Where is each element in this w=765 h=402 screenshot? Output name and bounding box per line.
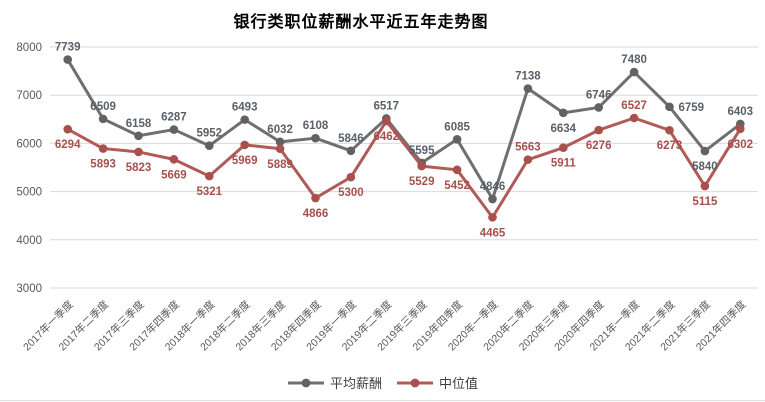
data-label-median-salary: 5823 xyxy=(126,162,152,174)
data-point-average-salary xyxy=(134,131,143,141)
data-point-average-salary xyxy=(98,114,108,124)
data-label-median-salary: 4866 xyxy=(303,208,329,220)
legend-marker-line-dot-icon xyxy=(397,378,433,387)
data-point-median-salary xyxy=(452,165,462,175)
data-label-average-salary: 6634 xyxy=(551,123,577,135)
data-label-average-salary: 5595 xyxy=(409,145,435,157)
data-label-average-salary: 6085 xyxy=(444,121,470,133)
data-point-average-salary xyxy=(452,135,462,144)
data-label-average-salary: 5952 xyxy=(197,128,223,140)
chart-plot-area: 3000400050006000700080002017年一季度2017年二季度… xyxy=(16,42,758,353)
data-point-median-salary xyxy=(63,124,72,134)
data-point-median-salary xyxy=(523,155,533,164)
data-point-average-salary xyxy=(559,108,568,118)
data-point-median-salary xyxy=(134,147,143,157)
data-point-median-salary xyxy=(205,171,214,181)
legend-label-average-salary: 平均薪酬 xyxy=(329,376,382,391)
data-label-average-salary: 6403 xyxy=(728,106,754,118)
data-label-average-salary: 6746 xyxy=(586,89,612,101)
data-label-median-salary: 5321 xyxy=(197,186,223,198)
data-point-average-salary xyxy=(63,55,72,64)
data-point-median-salary xyxy=(240,140,249,150)
data-label-average-salary: 6108 xyxy=(303,120,329,132)
data-label-median-salary: 6302 xyxy=(728,139,754,151)
data-point-average-salary xyxy=(311,133,320,143)
data-point-median-salary xyxy=(275,144,285,154)
data-point-average-salary xyxy=(700,146,710,156)
data-point-average-salary xyxy=(594,103,603,112)
data-label-average-salary: 5840 xyxy=(692,161,718,173)
legend-item-average-salary: 平均薪酬 xyxy=(287,373,382,392)
data-point-median-salary xyxy=(559,143,568,152)
data-point-average-salary xyxy=(240,115,249,124)
data-label-average-salary: 7480 xyxy=(621,54,647,66)
legend-marker-line-dot-icon xyxy=(287,378,324,387)
data-point-median-salary xyxy=(736,124,745,134)
chart-legend: 平均薪酬 中位值 xyxy=(0,373,765,392)
series-line-average-salary xyxy=(66,58,742,201)
data-point-average-salary xyxy=(488,194,497,204)
data-label-median-salary: 5669 xyxy=(161,169,187,181)
y-axis-tick-label: 8000 xyxy=(16,42,42,54)
legend-item-median-value: 中位值 xyxy=(396,373,478,392)
data-point-median-salary xyxy=(98,144,108,153)
data-label-average-salary: 6759 xyxy=(679,102,705,114)
data-point-median-salary xyxy=(488,213,497,222)
data-label-average-salary: 5846 xyxy=(338,133,364,145)
data-label-median-salary: 5889 xyxy=(267,159,293,171)
data-point-average-salary xyxy=(205,141,214,151)
data-label-median-salary: 5969 xyxy=(232,155,258,167)
data-label-median-salary: 5300 xyxy=(338,187,364,199)
data-point-average-salary xyxy=(665,102,674,112)
chart-title: 银行类职位薪酬水平近五年走势图 xyxy=(233,14,489,31)
data-label-average-salary: 6158 xyxy=(126,118,152,130)
data-label-average-salary: 4846 xyxy=(480,181,506,193)
data-label-median-salary: 5452 xyxy=(444,180,470,192)
data-label-average-salary: 6493 xyxy=(232,102,258,114)
data-label-average-salary: 6032 xyxy=(267,124,293,136)
data-point-median-salary xyxy=(382,116,391,126)
data-point-median-salary xyxy=(594,125,603,135)
y-axis-tick-label: 3000 xyxy=(16,283,42,295)
data-label-median-salary: 6294 xyxy=(55,139,81,151)
data-point-average-salary xyxy=(275,137,285,147)
data-label-average-salary: 7138 xyxy=(515,71,541,83)
data-label-average-salary: 7739 xyxy=(55,42,81,54)
legend-label-median-value: 中位值 xyxy=(439,376,479,391)
data-label-average-salary: 6287 xyxy=(161,112,187,124)
data-label-median-salary: 5893 xyxy=(90,159,116,171)
data-label-median-salary: 4465 xyxy=(480,227,506,239)
y-axis-tick-label: 5000 xyxy=(16,187,42,199)
data-point-median-salary xyxy=(665,125,674,135)
data-label-median-salary: 5529 xyxy=(409,176,435,188)
data-label-median-salary: 6273 xyxy=(657,140,683,152)
data-point-average-salary xyxy=(346,146,356,156)
data-point-median-salary xyxy=(417,161,427,171)
data-label-average-salary: 6517 xyxy=(374,100,400,112)
data-label-median-salary: 6276 xyxy=(586,140,612,152)
data-point-median-salary xyxy=(346,172,356,182)
data-point-median-salary xyxy=(169,155,179,164)
data-point-median-salary xyxy=(700,181,710,191)
y-axis-tick-label: 6000 xyxy=(16,138,42,150)
data-point-average-salary xyxy=(523,84,533,93)
data-label-average-salary: 6509 xyxy=(90,101,116,113)
data-label-median-salary: 5911 xyxy=(551,158,577,170)
bottom-divider xyxy=(0,400,765,401)
data-label-median-salary: 5663 xyxy=(515,142,541,154)
data-point-average-salary xyxy=(169,125,179,134)
data-point-median-salary xyxy=(629,113,639,123)
y-axis-tick-label: 4000 xyxy=(16,235,42,247)
data-label-median-salary: 6527 xyxy=(621,100,647,112)
data-point-average-salary xyxy=(629,67,639,77)
y-axis-tick-label: 7000 xyxy=(16,90,42,102)
data-label-median-salary: 6462 xyxy=(374,131,400,143)
series-line-median-salary xyxy=(66,116,742,219)
data-label-median-salary: 5115 xyxy=(692,196,718,208)
data-point-median-salary xyxy=(311,193,320,203)
